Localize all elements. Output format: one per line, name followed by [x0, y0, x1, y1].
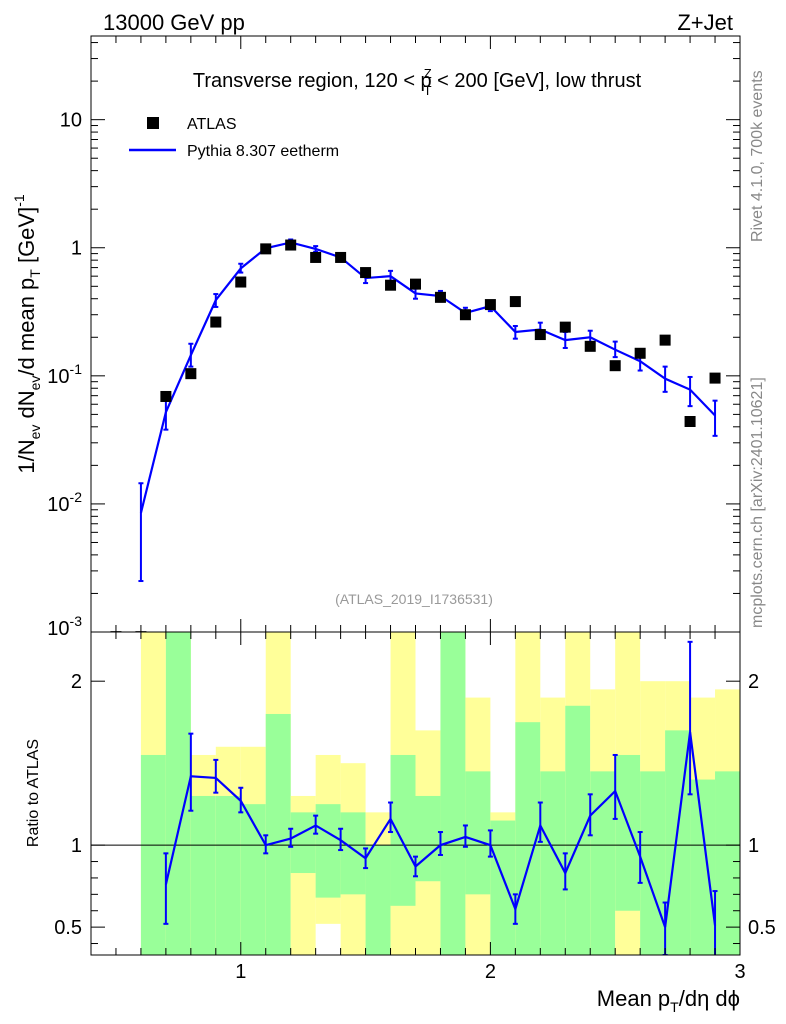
atlas-data-point [584, 340, 596, 352]
ratio-band-inner [340, 812, 366, 895]
legend-pythia-label: Pythia 8.307 eetherm [187, 143, 339, 160]
ratio-band-inner [290, 812, 316, 874]
x-axis-label: Mean pT/dη dϕ [597, 986, 740, 1015]
header-left-label: 13000 GeV pp [103, 10, 245, 35]
atlas-data-point [410, 278, 421, 290]
ratio-band-inner [240, 804, 266, 955]
legend-atlas-marker [147, 117, 159, 129]
ratio-band-inner [315, 804, 341, 898]
atlas-data-point [684, 416, 696, 428]
ratio-uncertainty-bands [140, 632, 740, 955]
ratio-band-inner [490, 820, 516, 955]
ratio-tick-label-left: 2 [71, 671, 82, 693]
atlas-data-point [534, 329, 546, 341]
atlas-data-point [609, 360, 621, 372]
x-tick-label: 2 [485, 961, 496, 983]
ratio-band-inner [215, 795, 241, 955]
ratio-band-inner [390, 754, 416, 906]
atlas-data-point [709, 372, 721, 384]
atlas-data-point [484, 299, 496, 311]
atlas-data-point [210, 316, 222, 328]
x-tick-label: 1 [235, 961, 246, 983]
ratio-band-inner [615, 754, 641, 911]
analysis-watermark: (ATLAS_2019_I1736531) [335, 591, 493, 607]
ratio-y-axis-label: Ratio to ATLAS [25, 739, 42, 847]
y-tick-label: 10 [60, 110, 82, 132]
atlas-data-point [160, 390, 172, 402]
header-right-label: Z+Jet [677, 10, 733, 35]
ratio-band-inner [365, 845, 391, 955]
ratio-band-inner [715, 771, 740, 955]
ratio-band-inner [690, 779, 716, 955]
y-tick-label: 10-1 [47, 361, 82, 388]
ratio-band-inner [465, 771, 491, 895]
ratio-band-inner [590, 771, 616, 955]
ratio-tick-label-right: 0.5 [748, 917, 776, 939]
rivet-version-label: Rivet 4.1.0, 700k events [749, 70, 766, 242]
atlas-data-point [559, 321, 571, 333]
x-tick-label: 3 [734, 961, 745, 983]
atlas-data-point [459, 309, 471, 321]
ratio-band-inner [565, 705, 591, 955]
legend-atlas-label: ATLAS [187, 116, 237, 133]
atlas-data-point [310, 251, 322, 263]
y-tick-label: 1 [71, 238, 82, 260]
main-y-axis-label: 1/Nev dNev/d mean pT [GeV]-1 [11, 194, 43, 474]
atlas-data-point [335, 251, 347, 263]
pythia-line [139, 241, 716, 514]
atlas-data-point [235, 276, 247, 288]
atlas-data-point [659, 334, 671, 346]
atlas-data-point [385, 279, 397, 291]
atlas-data-point [285, 239, 297, 251]
tick-labels: 1 2 3 10-3 10-2 10-1 1 10 0.5 0.5 1 1 2 2 [47, 110, 776, 983]
atlas-data-point [360, 267, 372, 279]
atlas-data-point [634, 347, 646, 359]
y-tick-label: 10-2 [47, 489, 82, 516]
ratio-tick-label-left: 0.5 [54, 917, 82, 939]
main-panel-content [110, 238, 721, 632]
ratio-band-inner [540, 771, 566, 955]
ratio-panel-content [91, 640, 740, 955]
chart-title: Transverse region, 120 < pZ T < 200 [GeV]… [193, 66, 642, 98]
atlas-data-point [260, 243, 272, 255]
ratio-tick-label-right: 2 [748, 671, 759, 693]
y-tick-label: 10-3 [47, 613, 82, 640]
ratio-band-inner [640, 771, 666, 955]
ratio-tick-label-right: 1 [748, 835, 759, 857]
atlas-data-point [434, 291, 446, 303]
atlas-data-point [185, 368, 197, 380]
mcplots-label: mcplots.cern.ch [arXiv:2401.10621] [749, 377, 766, 628]
ratio-band-inner [140, 754, 166, 955]
ratio-tick-label-left: 1 [71, 835, 82, 857]
ratio-band-inner [415, 795, 441, 882]
axis-ticks [90, 36, 741, 955]
ratio-band-inner [440, 632, 466, 955]
ratio-band-inner [190, 795, 216, 955]
ratio-band-inner [265, 713, 291, 955]
atlas-data-point [509, 296, 521, 308]
